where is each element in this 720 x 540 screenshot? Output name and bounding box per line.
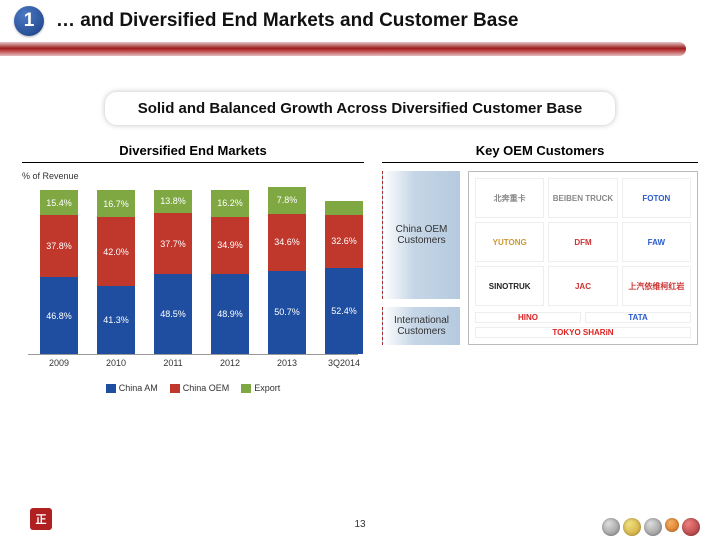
page-title: … and Diversified End Markets and Custom… (56, 10, 518, 32)
customer-section-label: China OEM Customers (382, 171, 460, 299)
bar-segment-label: 7.8% (268, 195, 306, 205)
footer: 正 13 (0, 508, 720, 540)
bar-segment-label: 37.8% (40, 241, 78, 251)
header-bar: 1 … and Diversified End Markets and Cust… (0, 0, 720, 36)
bar-segment (325, 201, 363, 214)
bar-segment-label: 16.2% (211, 198, 249, 208)
bar-segment-label: 46.8% (40, 311, 78, 321)
bar-segment-label: 34.6% (268, 237, 306, 247)
banner: Solid and Balanced Growth Across Diversi… (105, 92, 615, 125)
bar-segment: 48.9% (211, 274, 249, 354)
bar-segment: 32.6% (325, 215, 363, 268)
bar-segment: 42.0% (97, 217, 135, 286)
bar-segment-label: 50.7% (268, 307, 306, 317)
footer-logo-icon: 正 (30, 508, 52, 530)
bar-segment-label: 13.8% (154, 196, 192, 206)
logo-cell: FAW (622, 222, 691, 262)
bar-segment-label: 37.7% (154, 239, 192, 249)
bar-segment-label: 42.0% (97, 247, 135, 257)
bar-segment: 15.4% (40, 190, 78, 215)
bar-segment: 46.8% (40, 277, 78, 354)
page-number: 13 (354, 519, 365, 530)
customer-panel: China OEM Customers International Custome… (382, 171, 698, 345)
bar-group: 32.6%52.4%3Q2014 (325, 201, 363, 354)
bar-segment: 13.8% (154, 190, 192, 213)
bar-group: 15.4%37.8%46.8%2009 (40, 190, 78, 354)
bar-group: 13.8%37.7%48.5%2011 (154, 190, 192, 354)
right-heading: Key OEM Customers (382, 143, 698, 163)
bar-segment-label: 48.5% (154, 309, 192, 319)
logo-cell: FOTON (622, 178, 691, 218)
logo-cell: 北奔重卡 (475, 178, 544, 218)
x-axis-label: 2009 (40, 358, 78, 368)
units-label: % of Revenue (22, 171, 364, 181)
customer-section-label: International Customers (382, 307, 460, 345)
bar-group: 7.8%34.6%50.7%2013 (268, 187, 306, 354)
logo-grid: 北奔重卡BEIBEN TRUCKFOTON YUTONGDFMFAW SINOTRU… (475, 178, 691, 306)
bar-group: 16.2%34.9%48.9%2012 (211, 190, 249, 354)
chart-legend: China AM China OEM Export (22, 383, 364, 393)
logo-cell: HINO (475, 312, 581, 323)
x-axis-label: 2013 (268, 358, 306, 368)
bar-segment: 52.4% (325, 268, 363, 354)
number-badge: 1 (14, 6, 44, 36)
bar-segment-label: 48.9% (211, 309, 249, 319)
revenue-chart: 15.4% 37.8% 46.8% 2009 16.7% 42.0% 41.3% 2010 13… (22, 183, 364, 393)
logo-cell: TOKYO SHARiN (475, 327, 691, 338)
bar-segment-label: 15.4% (40, 198, 78, 208)
x-axis-label: 2012 (211, 358, 249, 368)
legend-item: China OEM (170, 383, 230, 393)
bar-segment: 41.3% (97, 286, 135, 354)
gear-icon (644, 518, 662, 536)
gear-icon (682, 518, 700, 536)
left-heading: Diversified End Markets (22, 143, 364, 163)
bar-segment: 37.7% (154, 213, 192, 275)
gear-icon (623, 518, 641, 536)
bar-segment-label: 41.3% (97, 315, 135, 325)
bar-segment: 50.7% (268, 271, 306, 354)
x-axis-label: 2011 (154, 358, 192, 368)
logo-cell: 上汽依维柯红岩 (622, 266, 691, 306)
bar-segment-label: 32.6% (325, 236, 363, 246)
bar-segment: 34.6% (268, 214, 306, 271)
logo-grid: HINO TATA TOKYO SHARiN (475, 312, 691, 338)
logo-cell: BEIBEN TRUCK (548, 178, 617, 218)
bar-group: 16.7%42.0%41.3%2010 (97, 190, 135, 354)
legend-item: China AM (106, 383, 158, 393)
bar-segment-label: 52.4% (325, 306, 363, 316)
logo-cell: JAC (548, 266, 617, 306)
bar-segment: 7.8% (268, 187, 306, 214)
gears-decoration (602, 518, 700, 536)
content-columns: Diversified End Markets % of Revenue 15.… (22, 143, 698, 393)
bar-segment: 16.7% (97, 190, 135, 217)
bar-segment: 34.9% (211, 217, 249, 274)
logo-cell: YUTONG (475, 222, 544, 262)
bar-segment: 16.2% (211, 190, 249, 217)
bar-segment-label: 16.7% (97, 199, 135, 209)
x-axis-label: 2010 (97, 358, 135, 368)
title-rule (0, 42, 686, 56)
logo-cell: DFM (548, 222, 617, 262)
logo-cell: TATA (585, 312, 691, 323)
gear-icon (665, 518, 679, 532)
x-axis-label: 3Q2014 (325, 358, 363, 368)
bar-segment: 48.5% (154, 274, 192, 354)
bar-segment: 37.8% (40, 215, 78, 277)
logo-cell: SINOTRUK (475, 266, 544, 306)
bar-segment-label: 34.9% (211, 240, 249, 250)
legend-item: Export (241, 383, 280, 393)
left-column: Diversified End Markets % of Revenue 15.… (22, 143, 364, 393)
right-column: Key OEM Customers China OEM Customers Int… (382, 143, 698, 393)
gear-icon (602, 518, 620, 536)
